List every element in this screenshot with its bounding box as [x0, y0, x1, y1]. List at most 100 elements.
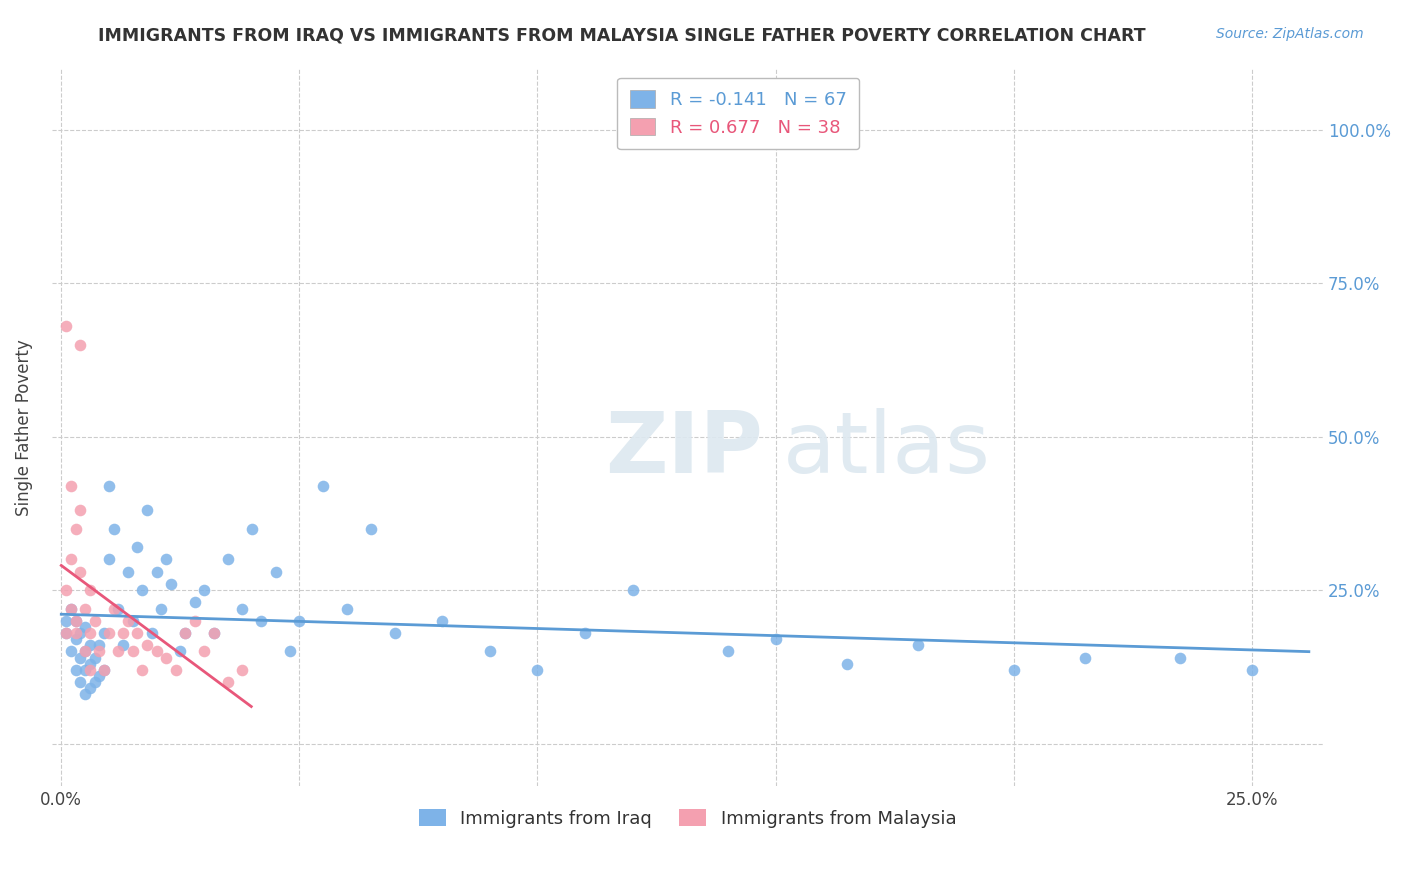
Point: [312, 479, 335, 493]
Point: [69, 337, 91, 351]
Point: [278, 644, 301, 658]
Point: [193, 644, 215, 658]
Text: IMMIGRANTS FROM IRAQ VS IMMIGRANTS FROM MALAYSIA SINGLE FATHER POVERTY CORRELATI: IMMIGRANTS FROM IRAQ VS IMMIGRANTS FROM …: [98, 27, 1146, 45]
Point: [69, 650, 91, 665]
Point: [1074, 650, 1097, 665]
Point: [79, 583, 101, 598]
Point: [112, 638, 135, 652]
Point: [174, 626, 197, 640]
Point: [1002, 663, 1025, 677]
Point: [183, 614, 205, 628]
Point: [79, 626, 101, 640]
Point: [75, 620, 97, 634]
Point: [69, 626, 91, 640]
Point: [65, 614, 87, 628]
Point: [55, 319, 77, 334]
Point: [174, 626, 197, 640]
Point: [264, 565, 287, 579]
Legend: Immigrants from Iraq, Immigrants from Malaysia: Immigrants from Iraq, Immigrants from Ma…: [412, 802, 963, 835]
Point: [65, 626, 87, 640]
Point: [145, 644, 167, 658]
Point: [141, 626, 163, 640]
Point: [65, 522, 87, 536]
Point: [574, 626, 596, 640]
Point: [127, 540, 149, 554]
Point: [83, 675, 105, 690]
Point: [93, 663, 115, 677]
Point: [97, 479, 120, 493]
Point: [59, 644, 82, 658]
Point: [165, 663, 187, 677]
Point: [835, 657, 858, 671]
Point: [59, 601, 82, 615]
Point: [121, 614, 143, 628]
Point: [250, 614, 273, 628]
Point: [97, 552, 120, 566]
Point: [121, 644, 143, 658]
Point: [69, 675, 91, 690]
Point: [336, 601, 359, 615]
Point: [75, 688, 97, 702]
Point: [69, 565, 91, 579]
Point: [131, 583, 153, 598]
Point: [360, 522, 382, 536]
Point: [107, 644, 129, 658]
Point: [107, 601, 129, 615]
Point: [202, 626, 225, 640]
Point: [907, 638, 929, 652]
Point: [79, 638, 101, 652]
Point: [621, 583, 644, 598]
Point: [183, 595, 205, 609]
Point: [127, 626, 149, 640]
Point: [103, 601, 125, 615]
Point: [59, 601, 82, 615]
Point: [1168, 650, 1191, 665]
Point: [93, 626, 115, 640]
Point: [717, 644, 740, 658]
Point: [75, 601, 97, 615]
Point: [155, 552, 177, 566]
Point: [65, 663, 87, 677]
Y-axis label: Single Father Poverty: Single Father Poverty: [15, 339, 32, 516]
Point: [59, 479, 82, 493]
Point: [69, 503, 91, 517]
Point: [217, 675, 239, 690]
Point: [159, 577, 181, 591]
Point: [478, 644, 501, 658]
Point: [97, 626, 120, 640]
Point: [136, 503, 159, 517]
Point: [65, 632, 87, 647]
Point: [117, 565, 139, 579]
Point: [150, 601, 173, 615]
Point: [240, 522, 263, 536]
Point: [145, 565, 167, 579]
Text: Source: ZipAtlas.com: Source: ZipAtlas.com: [1216, 27, 1364, 41]
Point: [89, 669, 111, 683]
Point: [55, 583, 77, 598]
Point: [55, 614, 77, 628]
Point: [231, 663, 253, 677]
Point: [1240, 663, 1263, 677]
Text: atlas: atlas: [783, 408, 991, 491]
Point: [89, 638, 111, 652]
Point: [202, 626, 225, 640]
Point: [193, 583, 215, 598]
Point: [117, 614, 139, 628]
Point: [231, 601, 253, 615]
Point: [384, 626, 406, 640]
Point: [288, 614, 311, 628]
Point: [55, 626, 77, 640]
Point: [169, 644, 191, 658]
Point: [89, 644, 111, 658]
Point: [65, 614, 87, 628]
Point: [432, 614, 454, 628]
Point: [75, 663, 97, 677]
Point: [83, 614, 105, 628]
Point: [103, 522, 125, 536]
Point: [79, 681, 101, 696]
Point: [217, 552, 239, 566]
Point: [765, 632, 787, 647]
Point: [526, 663, 548, 677]
Point: [59, 552, 82, 566]
Point: [55, 626, 77, 640]
